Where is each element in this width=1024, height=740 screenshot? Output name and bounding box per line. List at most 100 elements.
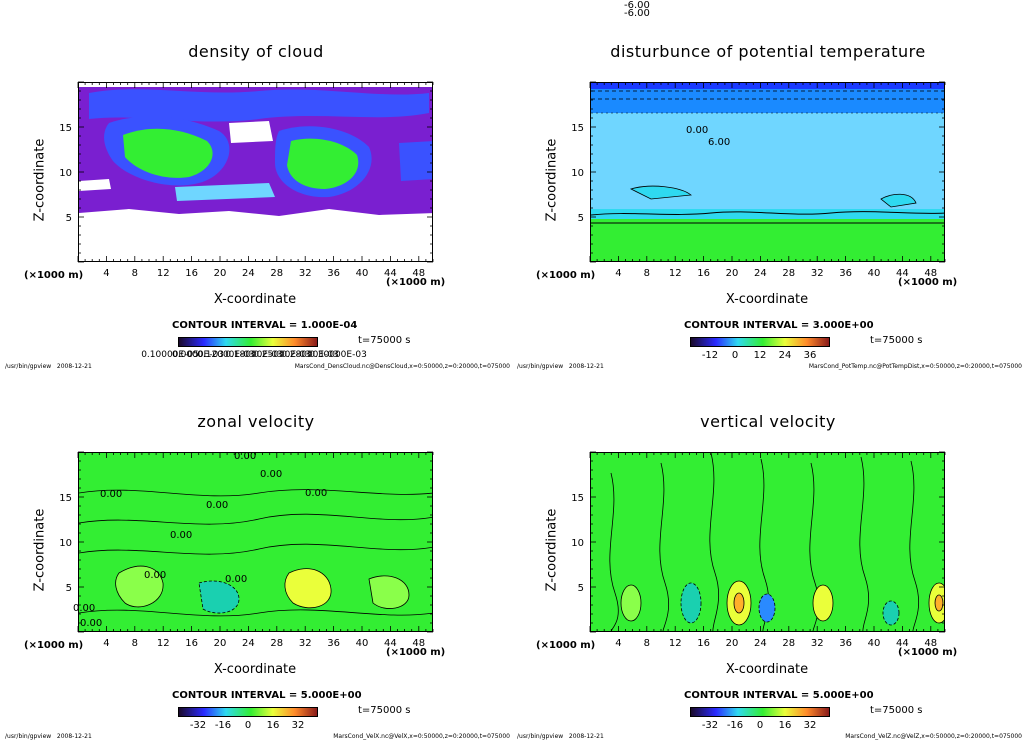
x-tick-label: 20 bbox=[726, 638, 739, 649]
colorbar-tick-label: 0.25000E-03 bbox=[253, 350, 311, 360]
panel-density-of-cloud: density of cloud 4 8 12 16 20 24 28 32 36 40 44 48 5… bbox=[0, 0, 512, 370]
x-tick-label: 28 bbox=[270, 638, 283, 649]
y-axis-label: Z-coordinate bbox=[32, 138, 48, 222]
x-tick-label: 40 bbox=[356, 638, 369, 649]
x-tick-label: 24 bbox=[242, 638, 255, 649]
footer-program: /usr/bin/gpview 2008-12-21 bbox=[5, 363, 92, 370]
colorbar-tick-label: 0.28000E-03 bbox=[281, 350, 339, 360]
x-tick-label: 8 bbox=[644, 268, 650, 279]
y-tick-label: 10 bbox=[59, 168, 72, 179]
colorbar-labels: -32 -16 0 16 32 bbox=[670, 720, 860, 732]
contour-interval: CONTOUR INTERVAL = 5.000E+00 bbox=[172, 690, 362, 701]
x-tick-label: 44 bbox=[896, 268, 909, 279]
x-unit-left: (×1000 m) bbox=[24, 270, 84, 281]
x-tick-label: 12 bbox=[669, 638, 682, 649]
footer-file: MarsCond_VelX.nc@VelX,x=0:50000,z=0:2000… bbox=[333, 733, 510, 740]
x-tick-label: 12 bbox=[157, 638, 170, 649]
colorbar-tick-label: -12 bbox=[701, 350, 719, 361]
contour-label: 0.00 bbox=[234, 451, 256, 462]
footer-program: /usr/bin/gpview 2008-12-21 bbox=[517, 733, 604, 740]
x-tick-label: 8 bbox=[132, 638, 138, 649]
x-tick-label: 48 bbox=[924, 638, 937, 649]
y-axis-label: Z-coordinate bbox=[544, 138, 560, 222]
colorbar-tick-label: 36 bbox=[803, 350, 817, 361]
x-tick-label: 40 bbox=[868, 268, 881, 279]
x-tick-label: 32 bbox=[299, 268, 312, 279]
colorbar-tick-label: 0.10000E-05 bbox=[141, 350, 199, 360]
x-tick-label: 24 bbox=[242, 268, 255, 279]
colorbar-tick-label: 16 bbox=[778, 720, 792, 731]
colorbar-tick-label: 0.0000E-03 bbox=[172, 350, 224, 360]
plot-area bbox=[590, 452, 945, 632]
colorbar-tick-label: 32 bbox=[291, 720, 305, 731]
contour-label: 0.00 bbox=[80, 618, 102, 629]
x-tick-label: 20 bbox=[214, 638, 227, 649]
colorbar-tick-label: -16 bbox=[214, 720, 232, 731]
colorbar-tick-label: -32 bbox=[189, 720, 207, 731]
x-tick-label: 4 bbox=[103, 268, 109, 279]
footer-file: MarsCond_DensCloud.nc@DensCloud,x=0:5000… bbox=[294, 363, 510, 370]
contour-label: 0.00 bbox=[170, 530, 192, 541]
colorbar bbox=[690, 707, 830, 717]
x-tick-label: 16 bbox=[697, 638, 710, 649]
x-axis-label: X-coordinate bbox=[213, 662, 297, 677]
time-label: t=75000 s bbox=[358, 705, 411, 716]
x-tick-label: 32 bbox=[811, 638, 824, 649]
footer-file: MarsCond_VelZ.nc@VelZ,x=0:50000,z=0:2000… bbox=[845, 733, 1022, 740]
x-tick-label: 12 bbox=[157, 268, 170, 279]
y-tick-label: 10 bbox=[571, 168, 584, 179]
x-axis-label: X-coordinate bbox=[725, 292, 809, 307]
x-tick-label: 16 bbox=[185, 638, 198, 649]
heatmap-cloud bbox=[79, 83, 432, 261]
y-axis-label: Z-coordinate bbox=[544, 508, 560, 592]
x-axis-label: X-coordinate bbox=[725, 662, 809, 677]
y-tick-label: 5 bbox=[66, 213, 72, 224]
contour-interval: CONTOUR INTERVAL = 1.000E-04 bbox=[172, 320, 358, 331]
x-tick-label: 44 bbox=[384, 268, 397, 279]
contour-interval: CONTOUR INTERVAL = 5.000E+00 bbox=[684, 690, 874, 701]
colorbar-labels: -12 0 12 24 36 bbox=[670, 350, 860, 362]
footer-program: /usr/bin/gpview 2008-12-21 bbox=[5, 733, 92, 740]
x-unit-right: (×1000 m) bbox=[386, 277, 446, 288]
x-tick-label: 24 bbox=[754, 268, 767, 279]
colorbar-tick-label: -32 bbox=[701, 720, 719, 731]
x-tick-label: 28 bbox=[270, 268, 283, 279]
chart-title: disturbunce of potential temperature bbox=[610, 42, 926, 61]
x-tick-label: 16 bbox=[185, 268, 198, 279]
x-unit-right: (×1000 m) bbox=[386, 647, 446, 658]
contour-label: 0.00 bbox=[260, 469, 282, 480]
x-tick-label: 44 bbox=[384, 638, 397, 649]
y-tick-label: 10 bbox=[571, 538, 584, 549]
contour-label: 0.00 bbox=[100, 489, 122, 500]
colorbar bbox=[178, 337, 318, 347]
x-tick-label: 40 bbox=[356, 268, 369, 279]
colorbar-tick-label: 0.30000E-03 bbox=[309, 350, 367, 360]
x-tick-label: 48 bbox=[412, 638, 425, 649]
colorbar bbox=[178, 707, 318, 717]
colorbar-tick-label: 12 bbox=[753, 350, 767, 361]
colorbar-tick-label: 0.18000E-03 bbox=[225, 350, 283, 360]
x-tick-label: 16 bbox=[697, 268, 710, 279]
time-label: t=75000 s bbox=[870, 335, 923, 346]
x-tick-label: 20 bbox=[214, 268, 227, 279]
x-tick-label: 28 bbox=[782, 268, 795, 279]
colorbar-labels: 0.10000E-05 0.0000E-03 0.12000E-03 0.18000E… bbox=[141, 350, 367, 362]
time-label: t=75000 s bbox=[358, 335, 411, 346]
colorbar-tick-label: 32 bbox=[803, 720, 817, 731]
axes-panel-2: 4 8 12 16 20 24 28 32 36 40 44 4851015-6.00-6.000.0… bbox=[571, 0, 946, 279]
colorbar bbox=[690, 337, 830, 347]
contour-label: 0.00 bbox=[305, 488, 327, 499]
chart-title: zonal velocity bbox=[197, 412, 315, 431]
heatmap-vertical bbox=[591, 453, 944, 631]
y-tick-label: 15 bbox=[571, 123, 584, 134]
x-tick-label: 44 bbox=[896, 638, 909, 649]
x-tick-label: 4 bbox=[103, 638, 109, 649]
y-tick-label: 5 bbox=[578, 583, 584, 594]
x-unit-left: (×1000 m) bbox=[536, 270, 596, 281]
colorbar-tick-label: 16 bbox=[266, 720, 280, 731]
colorbar-tick-label: 0.12000E-03 bbox=[197, 350, 255, 360]
x-axis-label: X-coordinate bbox=[213, 292, 297, 307]
x-tick-label: 32 bbox=[811, 268, 824, 279]
